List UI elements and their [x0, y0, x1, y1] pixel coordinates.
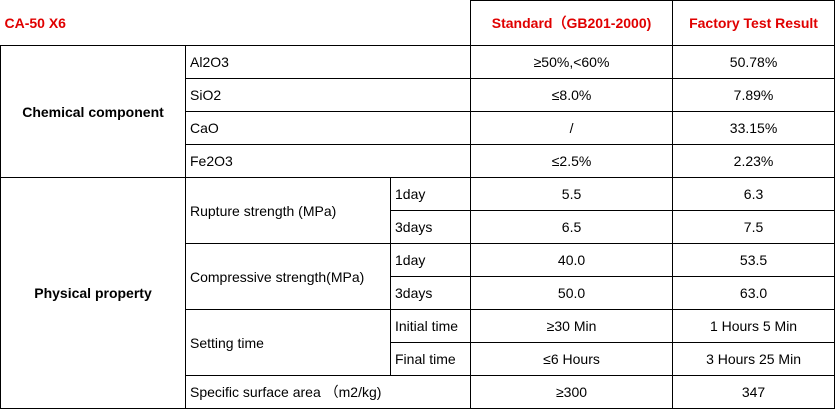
- test-value: 50.78%: [672, 45, 836, 79]
- standard-header: Standard（GB201-2000): [470, 0, 674, 46]
- table-row: Physical property Rupture strength (MPa) 1…: [0, 177, 836, 409]
- test-value: 7.5: [672, 210, 836, 244]
- standard-value: 40.0: [470, 243, 674, 277]
- table-row: SiO2 ≤8.0% 7.89%: [1, 78, 836, 112]
- test-value: 3 Hours 25 Min: [672, 342, 836, 376]
- test-value: 1 Hours 5 Min: [672, 309, 836, 343]
- table-row: 3days 50.0 63.0: [1, 276, 836, 310]
- test-value: 347: [672, 375, 836, 409]
- test-value: 63.0: [672, 276, 836, 310]
- standard-value: 5.5: [470, 177, 674, 211]
- table-row: CaO/33.15%: [1, 111, 836, 145]
- product-name: CA-50 X6: [0, 0, 472, 46]
- condition: Final time: [389, 342, 472, 376]
- component: Al2O3: [184, 45, 472, 79]
- standard-value: /: [470, 111, 674, 145]
- property: Compressive strength(MPa): [185, 243, 391, 310]
- property: Rupture strength (MPa): [185, 177, 391, 244]
- test-value: 6.3: [672, 177, 836, 211]
- result-header: Factory Test Result: [672, 0, 836, 46]
- component: SiO2: [184, 78, 472, 112]
- test-value: 7.89%: [672, 78, 836, 112]
- condition: 1day: [389, 177, 472, 211]
- table-row: Fe2O3 ≤2.5% 2.23%: [1, 144, 836, 178]
- condition: 3days: [389, 210, 472, 244]
- component: Fe2O3: [184, 144, 472, 178]
- test-value: 2.23%: [672, 144, 836, 178]
- section-label: Chemical component: [0, 45, 186, 178]
- table-row: 3days 6.5 7.5: [1, 210, 836, 244]
- condition: 3days: [389, 276, 472, 310]
- condition: 1day: [389, 243, 472, 277]
- standard-value: ≥30 Min: [470, 309, 674, 343]
- table-row: Specific surface area （m2/kg) ≥300 347: [1, 375, 836, 409]
- standard-value: ≥300: [470, 375, 674, 409]
- table-row: Chemical component Al2O3 ≥50%,<60% 50.78%: [0, 45, 836, 178]
- standard-value: ≤2.5%: [470, 144, 674, 178]
- header-row: CA-50 X6 Standard（GB201-2000) Factory Te…: [0, 0, 836, 46]
- standard-value: ≤8.0%: [470, 78, 674, 112]
- property: Setting time: [185, 309, 391, 376]
- component: CaO: [184, 111, 472, 145]
- section-label: Physical property: [0, 177, 186, 409]
- standard-value: ≤6 Hours: [470, 342, 674, 376]
- property: Specific surface area （m2/kg): [184, 375, 472, 409]
- condition: Initial time: [389, 309, 472, 343]
- standard-value: ≥50%,<60%: [470, 45, 674, 79]
- test-value: 53.5: [672, 243, 836, 277]
- test-value: 33.15%: [672, 111, 836, 145]
- standard-value: 50.0: [470, 276, 674, 310]
- standard-value: 6.5: [470, 210, 674, 244]
